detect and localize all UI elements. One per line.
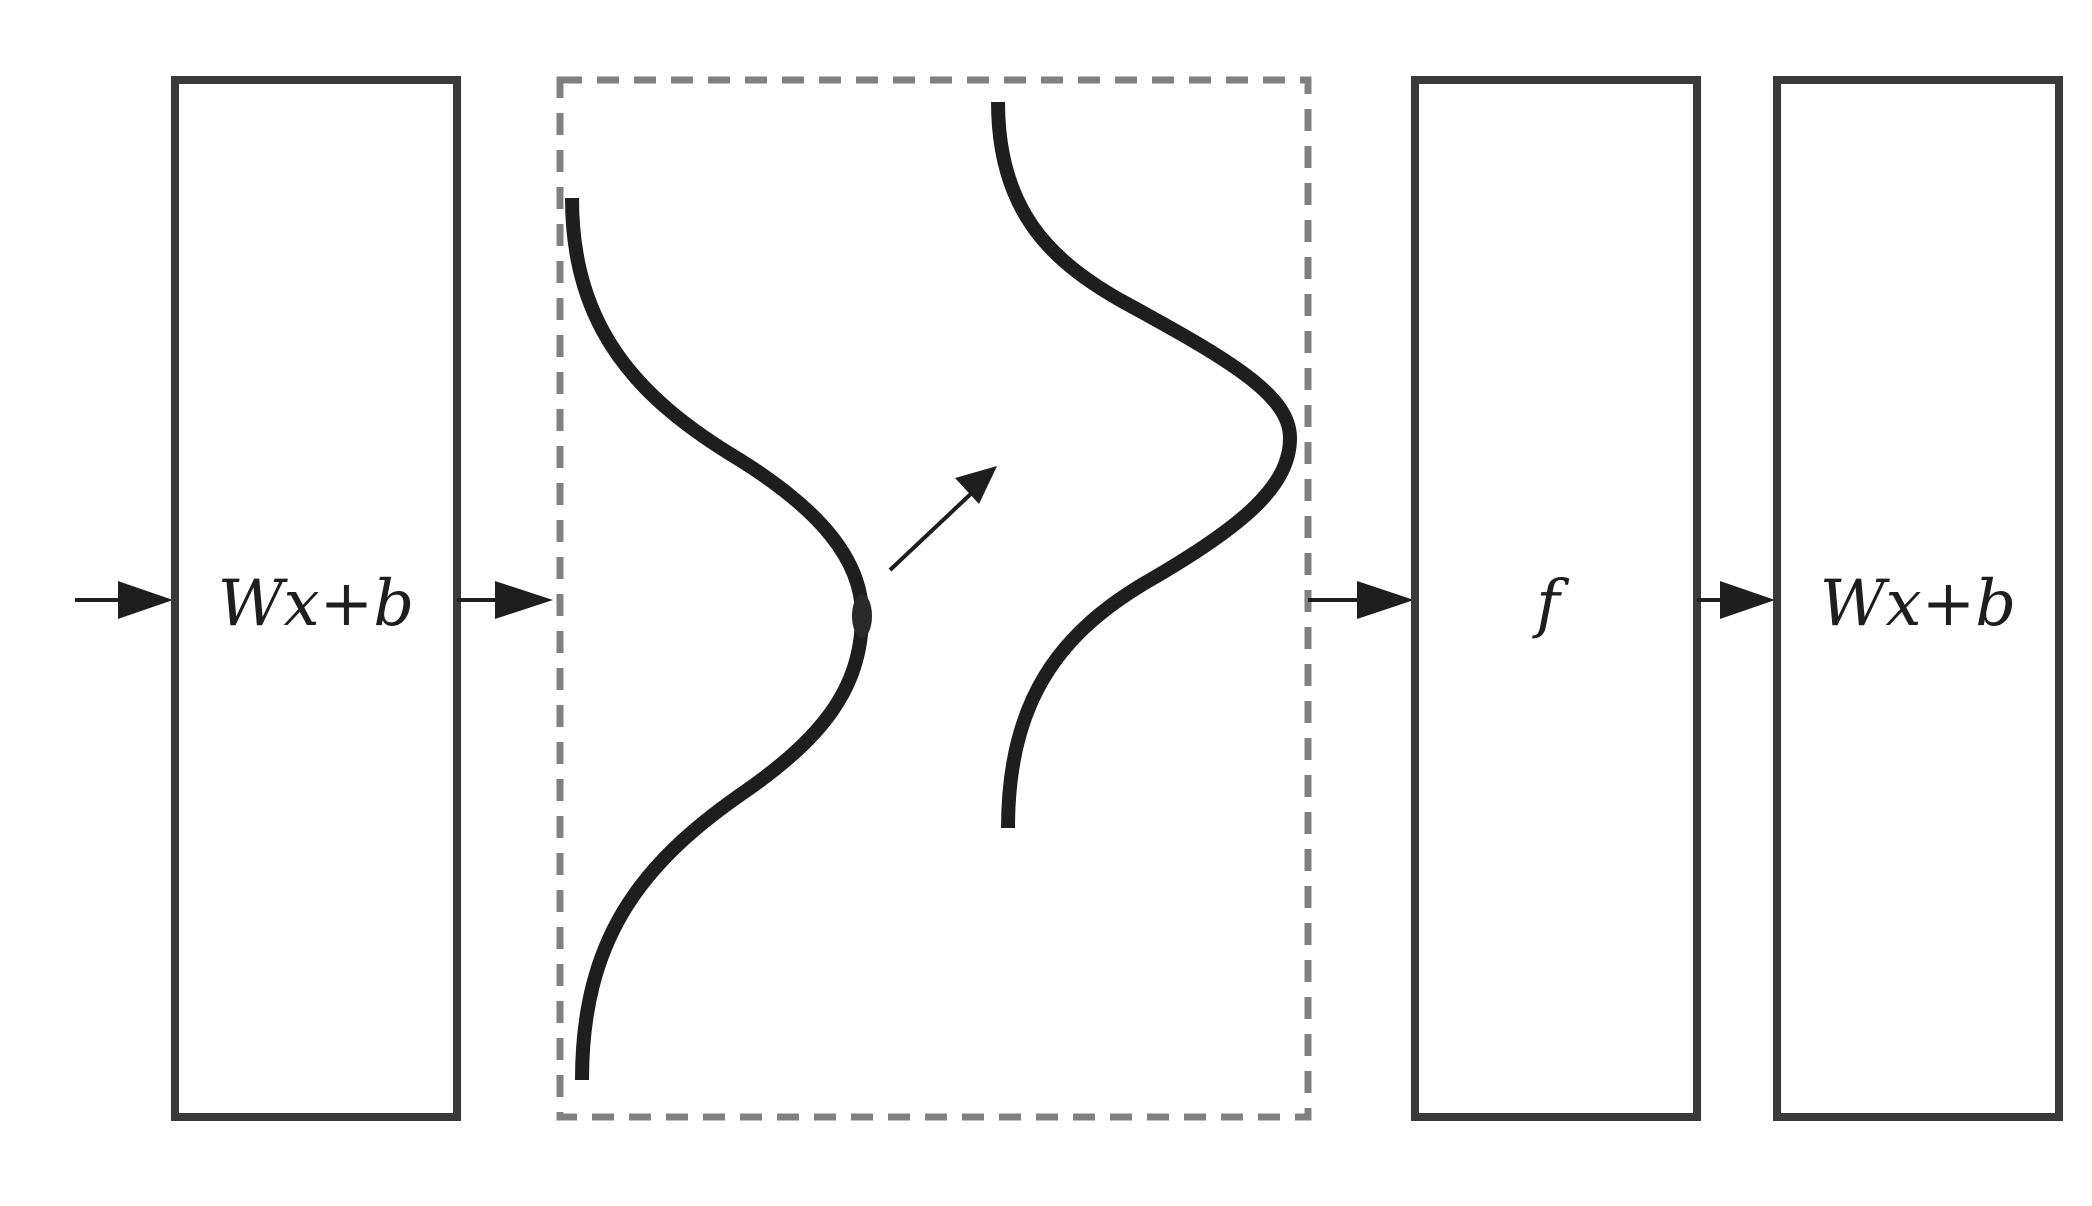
arrow-linear-to-norm xyxy=(457,581,553,619)
linear-layer-block-input: Wx+b xyxy=(171,76,461,1121)
curve-peak-marker xyxy=(852,594,872,638)
distribution-curve-after xyxy=(991,101,1298,829)
linear-layer-output-label: Wx+b xyxy=(1820,567,2016,641)
linear-layer-input-label: Wx+b xyxy=(218,567,414,641)
activation-block: f xyxy=(1411,76,1701,1121)
arrow-norm-to-activation xyxy=(1308,581,1414,619)
linear-layer-block-output: Wx+b xyxy=(1773,76,2063,1121)
distribution-curve-before xyxy=(565,197,870,1081)
shift-arrow-icon xyxy=(888,466,997,572)
input-arrow xyxy=(75,581,173,619)
normalization-stage-border xyxy=(556,76,1312,1121)
normalization-stage xyxy=(556,76,1312,1121)
arrow-activation-to-linear xyxy=(1697,581,1775,619)
